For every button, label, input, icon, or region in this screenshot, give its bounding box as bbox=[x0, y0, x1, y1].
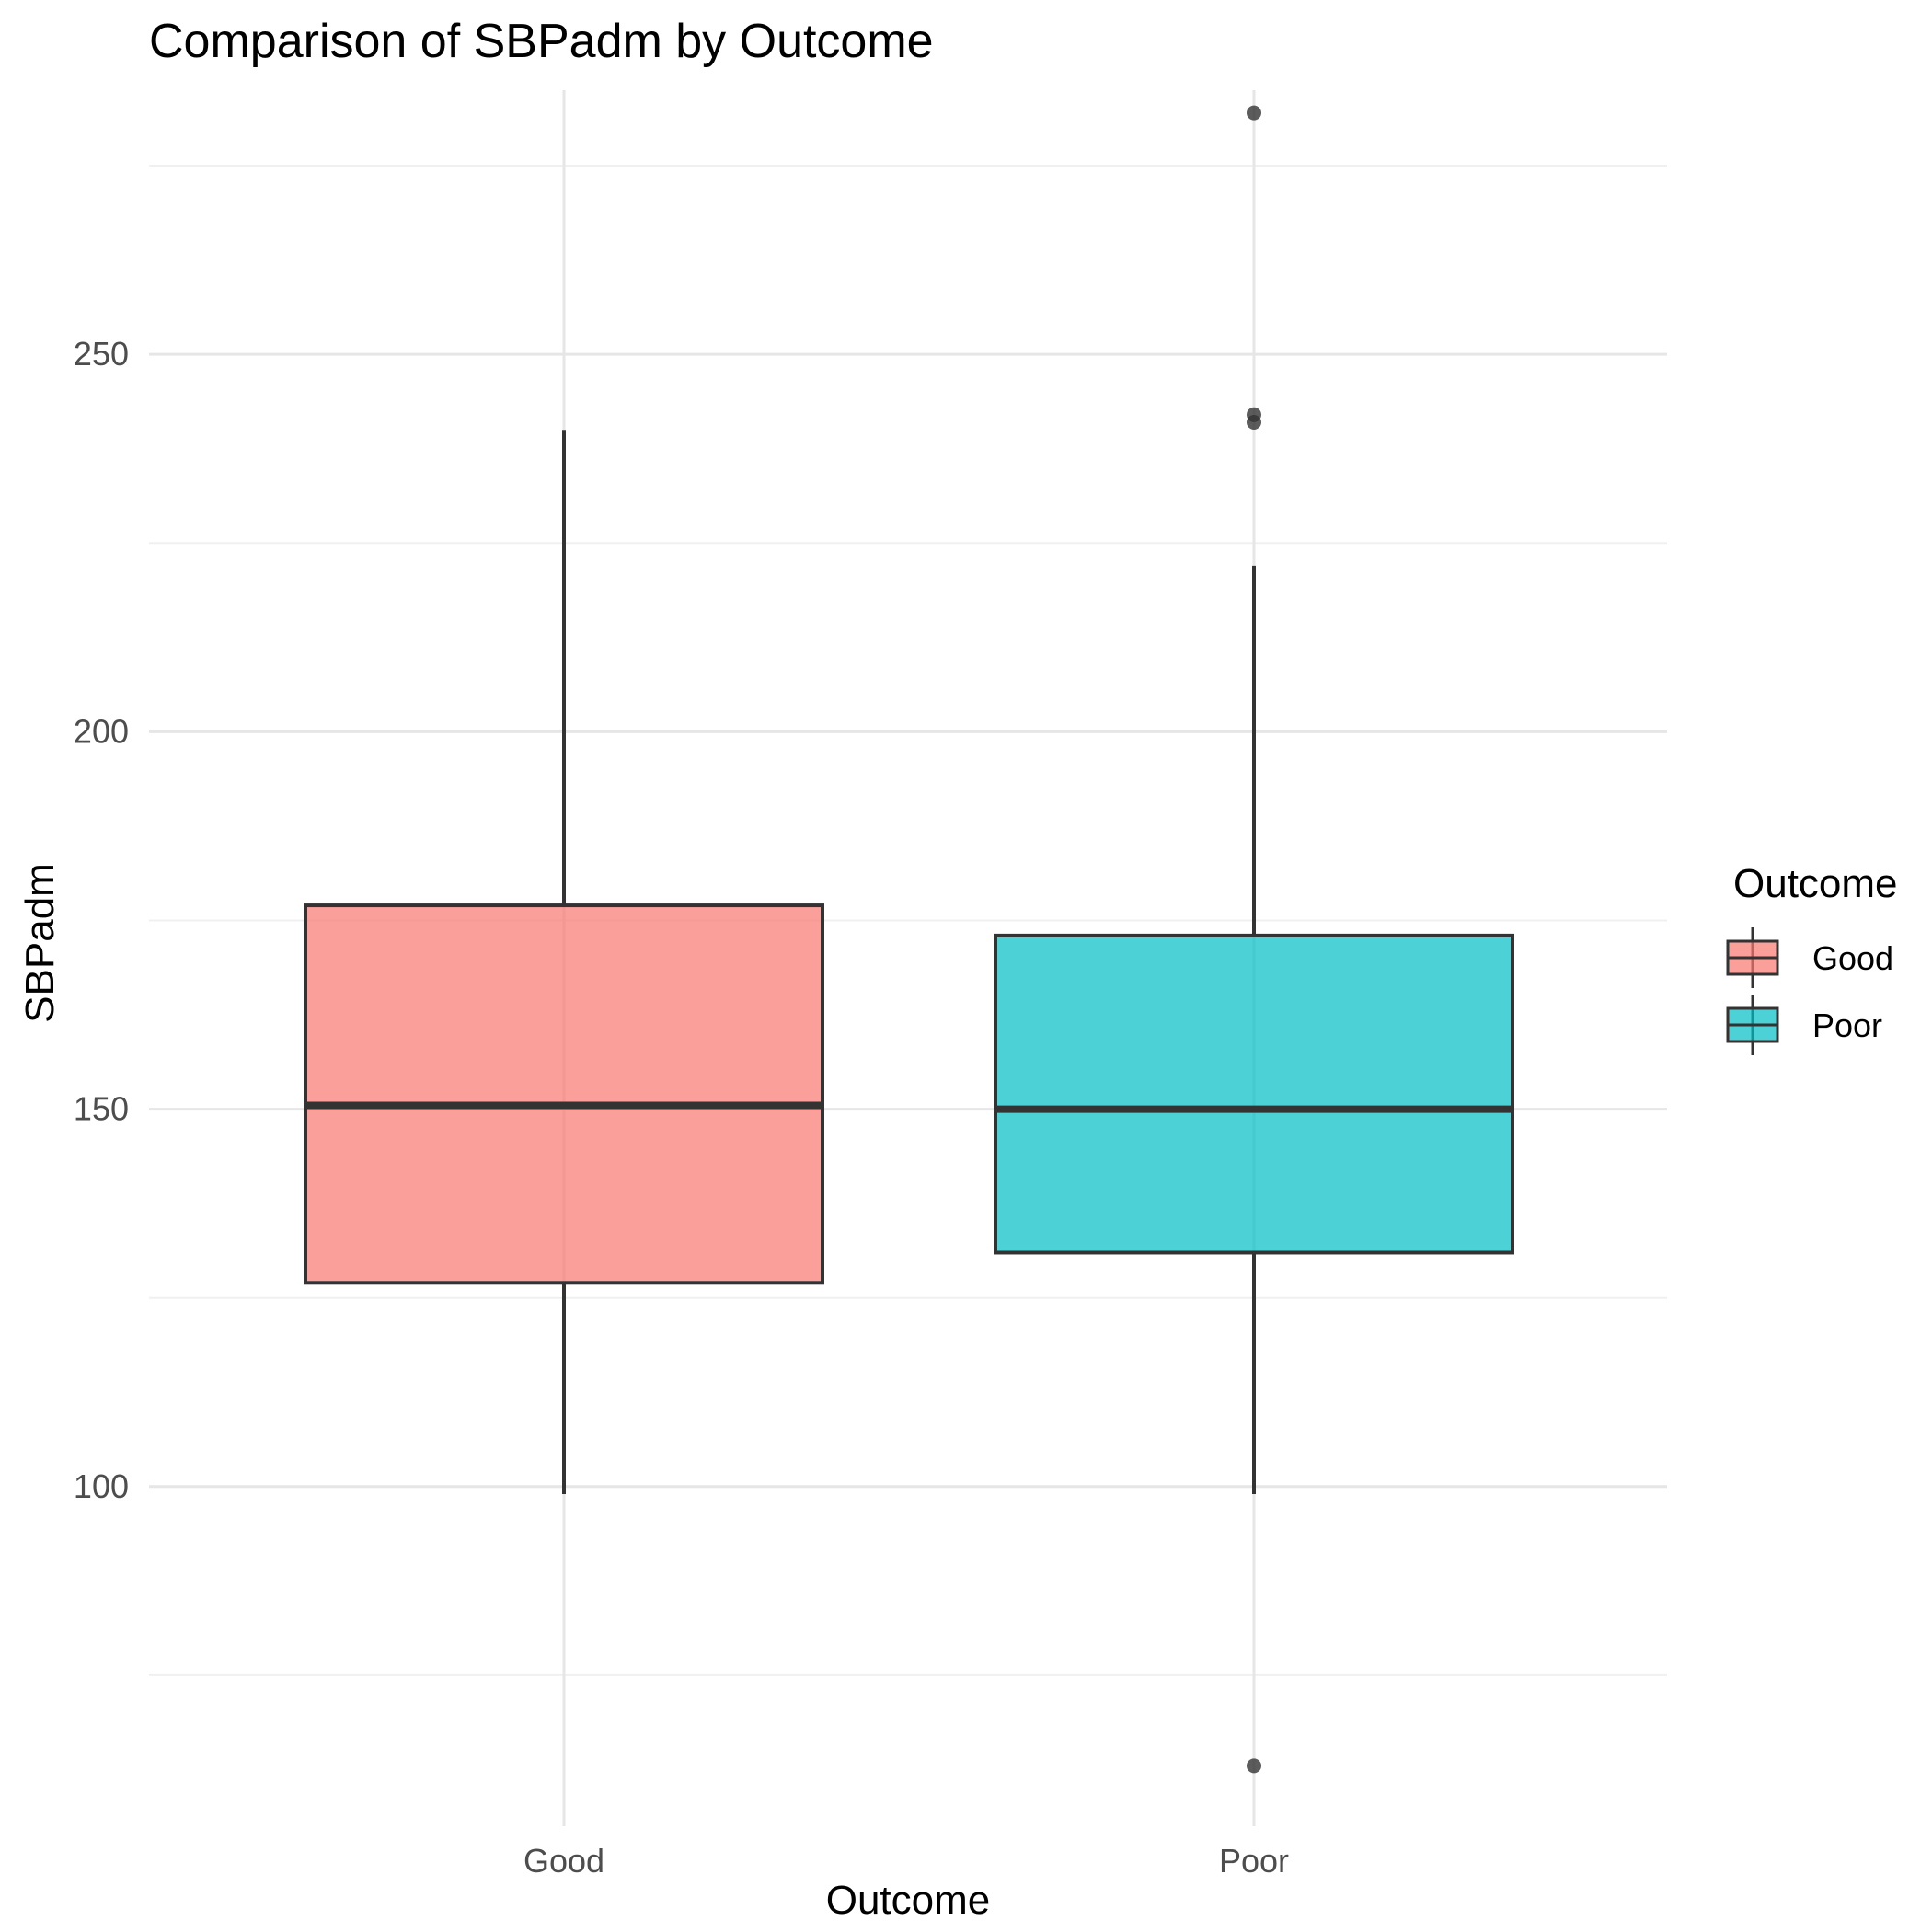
chart-title: Comparison of SBPadm by Outcome bbox=[149, 15, 934, 68]
box-body bbox=[304, 903, 824, 1285]
outlier-point bbox=[1247, 1758, 1261, 1774]
legend-item-good: Good bbox=[1726, 927, 1893, 988]
box-layer bbox=[304, 105, 1514, 1774]
legend-items: Good Poor bbox=[1726, 927, 1893, 1055]
outlier-point bbox=[1247, 105, 1261, 121]
x-axis-title: Outcome bbox=[826, 1878, 991, 1923]
legend-label: Good bbox=[1812, 939, 1893, 977]
y-tick-label: 250 bbox=[74, 335, 129, 373]
box-body bbox=[994, 933, 1514, 1255]
y-tick-label: 200 bbox=[74, 712, 129, 750]
legend-title: Outcome bbox=[1733, 861, 1898, 906]
legend[interactable]: Outcome Good Poor bbox=[1726, 861, 1898, 1055]
x-tick-label: Poor bbox=[1219, 1842, 1289, 1880]
outlier-point bbox=[1247, 414, 1261, 430]
y-tick-label: 150 bbox=[74, 1090, 129, 1128]
y-axis-title: SBPadm bbox=[17, 863, 63, 1023]
tick-layer: 100 150 200 250 Good Poor bbox=[74, 335, 1289, 1880]
x-tick-label: Good bbox=[523, 1842, 604, 1880]
y-tick-label: 100 bbox=[74, 1467, 129, 1505]
box-good bbox=[304, 430, 824, 1495]
legend-item-poor: Poor bbox=[1726, 995, 1882, 1055]
box-poor bbox=[994, 105, 1514, 1774]
legend-label: Poor bbox=[1812, 1006, 1882, 1044]
